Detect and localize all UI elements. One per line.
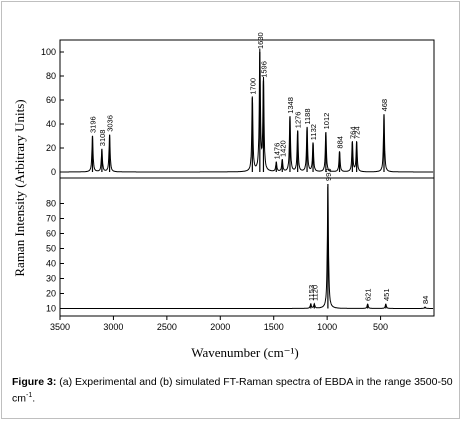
- x-axis-title: Wavenumber (cm⁻¹): [191, 345, 299, 360]
- y-axis-title: Raman Intensity (Arbitrary Units): [12, 99, 27, 276]
- peak-label-1700: 1700: [248, 78, 257, 95]
- plot-frame: [59, 177, 435, 317]
- y-tick-label: 80: [46, 71, 56, 81]
- peak-label-884: 884: [336, 136, 345, 149]
- peak-label-1153: 1153: [307, 285, 316, 301]
- y-tick-label: 40: [46, 119, 56, 129]
- y-tick-label: 60: [46, 229, 56, 239]
- x-tick-label: 1500: [264, 322, 284, 332]
- peak-label-451: 451: [382, 288, 391, 301]
- peak-label-1348: 1348: [286, 97, 295, 114]
- peak-label-468: 468: [380, 99, 389, 112]
- x-tick-label: 2000: [210, 322, 230, 332]
- caption-text: (a) Experimental and (b) simulated FT-Ra…: [12, 376, 453, 405]
- y-tick-label: 60: [46, 95, 56, 105]
- caption-superscript: -1: [26, 392, 33, 399]
- peak-label-724: 724: [353, 126, 362, 139]
- y-tick-label: 10: [46, 304, 56, 314]
- x-tick-label: 1000: [317, 322, 337, 332]
- spectrum-line: [60, 48, 434, 173]
- x-tick-label: 3000: [103, 322, 123, 332]
- peak-label-3036: 3036: [106, 115, 115, 132]
- x-tick-label: 2500: [157, 322, 177, 332]
- y-tick-label: 20: [46, 289, 56, 299]
- plot-frame: [59, 39, 435, 179]
- peak-label-1012: 1012: [322, 113, 331, 130]
- caption-label: Figure 3:: [12, 376, 57, 388]
- y-tick-label: 0: [51, 167, 56, 177]
- spectrum-line: [60, 186, 434, 309]
- peak-label-3108: 3108: [98, 130, 107, 147]
- peak-label-1420: 1420: [278, 140, 287, 157]
- peak-label-1132: 1132: [309, 124, 318, 140]
- y-tick-label: 30: [46, 274, 56, 284]
- peak-label-764: 764: [348, 126, 357, 139]
- peak-label-1120: 1120: [310, 285, 319, 301]
- peak-label-993: 993: [324, 168, 333, 181]
- caption-end: .: [32, 392, 36, 405]
- y-tick-label: 70: [46, 214, 56, 224]
- x-tick-label: 500: [373, 322, 388, 332]
- figure-caption: Figure 3: (a) Experimental and (b) simul…: [12, 375, 454, 406]
- peak-label-84: 84: [421, 296, 430, 304]
- peak-label-1188: 1188: [303, 108, 312, 124]
- peak-label-1596: 1596: [259, 61, 268, 78]
- peak-label-1476: 1476: [272, 143, 281, 160]
- y-tick-label: 20: [46, 143, 56, 153]
- y-tick-label: 40: [46, 259, 56, 269]
- y-tick-label: 100: [41, 47, 56, 57]
- peak-label-1630: 1630: [256, 32, 265, 49]
- peak-label-621: 621: [364, 288, 373, 301]
- peak-label-3196: 3196: [88, 116, 97, 133]
- x-tick-label: 3500: [50, 322, 70, 332]
- peak-label-1276: 1276: [294, 112, 303, 129]
- y-tick-label: 50: [46, 244, 56, 254]
- y-tick-label: 80: [46, 199, 56, 209]
